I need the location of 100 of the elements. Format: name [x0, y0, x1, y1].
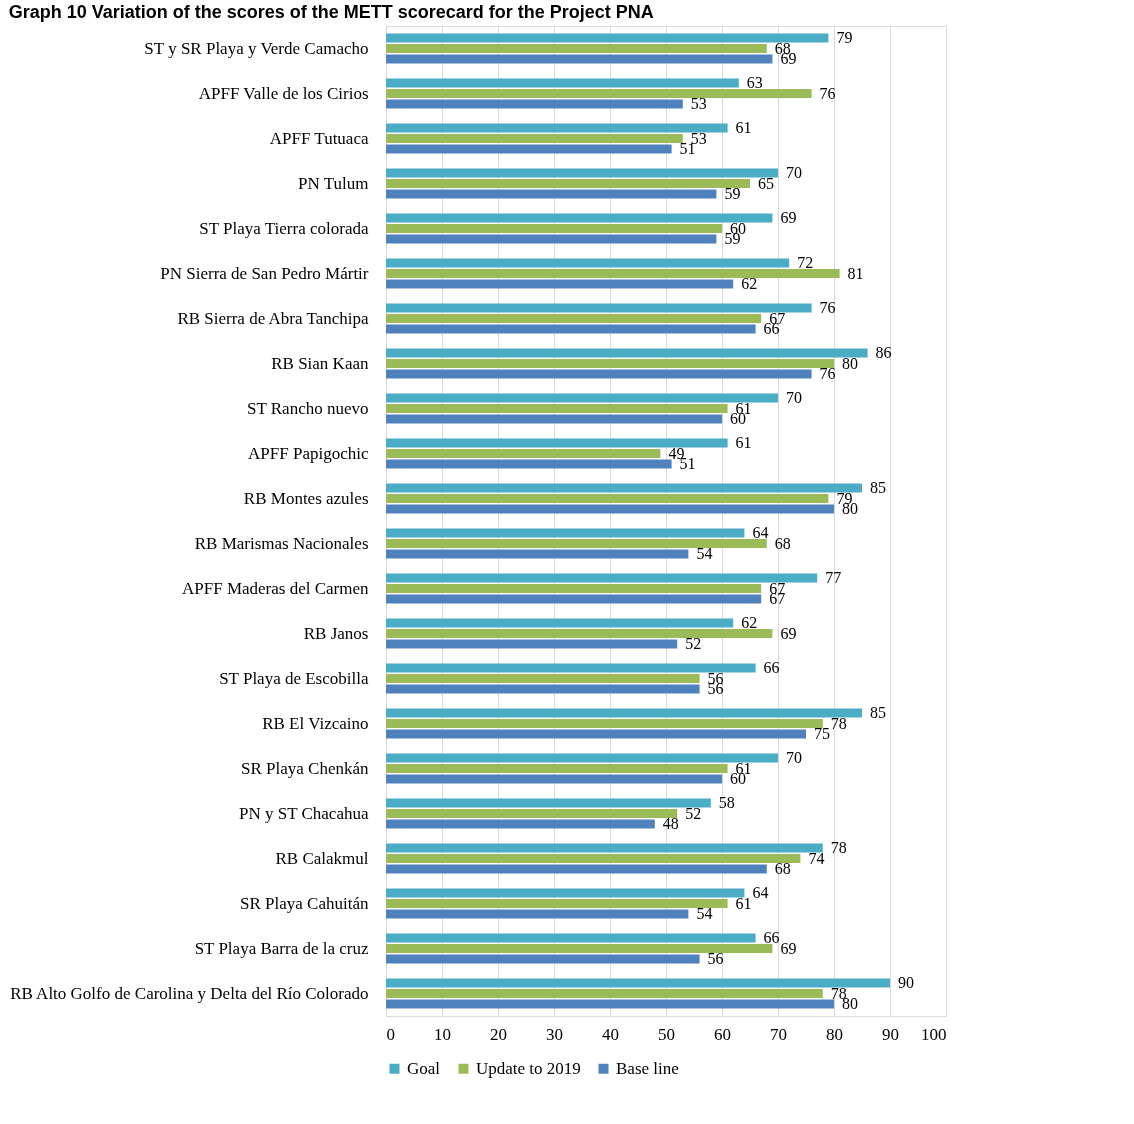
data-label: 63: [746, 74, 763, 91]
bar: [386, 168, 778, 178]
data-label: 69: [780, 209, 797, 226]
data-label: 85: [870, 704, 886, 721]
y-tick-label: APFF Valle de los Cirios: [198, 83, 369, 103]
x-tick-label: 20: [490, 1024, 507, 1044]
bar: [386, 359, 834, 368]
data-label: 70: [786, 389, 802, 406]
bar: [386, 393, 778, 403]
bar: [386, 899, 728, 908]
bar: [386, 279, 734, 289]
bar: [386, 954, 700, 964]
bar: [386, 708, 862, 718]
bar: [386, 314, 762, 323]
data-label: 61: [735, 894, 752, 912]
bar: [386, 404, 728, 413]
x-tick-label: 40: [602, 1024, 619, 1044]
bar: [386, 494, 829, 503]
data-label: 53: [690, 95, 707, 112]
x-tick-label: 100: [921, 1024, 947, 1044]
y-tick-label: PN y ST Chacahua: [238, 803, 369, 823]
data-label: 56: [707, 950, 724, 967]
legend-label: Goal: [407, 1058, 441, 1078]
y-tick-label: ST Rancho nuevo: [246, 398, 369, 418]
bar: [386, 909, 689, 919]
bar: [386, 504, 834, 514]
data-label: 77: [825, 569, 842, 586]
x-tick-label: 60: [714, 1024, 731, 1044]
bar: [386, 539, 767, 548]
y-tick-label: RB Montes azules: [243, 488, 369, 508]
data-label: 52: [685, 635, 702, 652]
y-tick-label: RB Alto Golfo de Carolina y Delta del Río Colorado: [10, 983, 369, 1003]
bar: [386, 774, 722, 784]
bar: [386, 674, 700, 683]
data-label: 76: [819, 299, 836, 316]
data-label: 59: [724, 185, 741, 202]
bar: [386, 573, 818, 583]
data-label: 76: [819, 84, 836, 102]
data-label: 66: [763, 659, 780, 676]
bar: [386, 213, 773, 223]
data-label: 80: [842, 354, 858, 372]
data-label: 64: [752, 524, 769, 541]
bar: [386, 864, 767, 874]
bar: [386, 44, 767, 53]
data-label: 69: [780, 624, 797, 642]
bar: [386, 134, 683, 143]
bar: [386, 663, 756, 673]
bar: [386, 719, 823, 728]
bar: [386, 729, 806, 739]
data-label: 62: [741, 614, 758, 631]
data-label: 62: [741, 275, 758, 292]
bar: [386, 809, 678, 818]
bar: [386, 89, 812, 98]
chart-title: Graph 10 Variation of the scores of the METT scorecard for the Project PNA: [8, 2, 654, 22]
bar: [386, 843, 823, 853]
y-tick-label: RB Marismas Nacionales: [194, 533, 369, 553]
data-label: 90: [898, 974, 914, 991]
bar: [386, 819, 655, 829]
bar: [386, 258, 790, 268]
bar: [386, 989, 823, 998]
data-label: 58: [718, 794, 735, 811]
data-label: 70: [786, 749, 802, 766]
bar: [386, 54, 773, 64]
bar: [386, 324, 756, 334]
bar: [386, 234, 717, 244]
bar: [386, 144, 672, 154]
y-tick-label: ST Playa de Escobilla: [219, 668, 369, 688]
bar: [386, 224, 722, 233]
data-label: 78: [830, 839, 847, 856]
bar: [386, 33, 829, 43]
bar: [386, 764, 728, 773]
bar: [386, 189, 717, 199]
data-label: 81: [847, 264, 864, 282]
y-tick-label: RB Calakmul: [275, 848, 369, 868]
y-tick-label: APFF Maderas del Carmen: [181, 578, 369, 598]
bar: [386, 369, 812, 379]
bar: [386, 459, 672, 469]
y-tick-label: SR Playa Cahuitán: [240, 893, 369, 913]
y-tick-label: PN Tulum: [298, 173, 369, 193]
x-tick-label: 90: [882, 1024, 899, 1044]
y-tick-label: PN Sierra de San Pedro Mártir: [160, 263, 369, 283]
legend-label: Update to 2019: [476, 1058, 581, 1078]
data-label: 76: [819, 365, 836, 382]
data-label: 70: [786, 164, 802, 181]
bar: [386, 528, 745, 538]
data-label: 79: [836, 29, 853, 46]
bar: [386, 414, 722, 424]
x-tick-label: 30: [546, 1024, 563, 1044]
bar: [386, 594, 762, 604]
data-label: 64: [752, 884, 769, 901]
y-tick-label: RB Janos: [303, 623, 369, 643]
data-label: 69: [780, 939, 797, 957]
data-label: 54: [696, 545, 713, 562]
x-tick-label: 50: [658, 1024, 675, 1044]
bar: [386, 888, 745, 898]
bar: [386, 629, 773, 638]
y-tick-label: SR Playa Chenkán: [241, 758, 369, 778]
bar: [386, 179, 750, 188]
y-tick-label: RB Sian Kaan: [271, 353, 369, 373]
bar: [386, 549, 689, 559]
